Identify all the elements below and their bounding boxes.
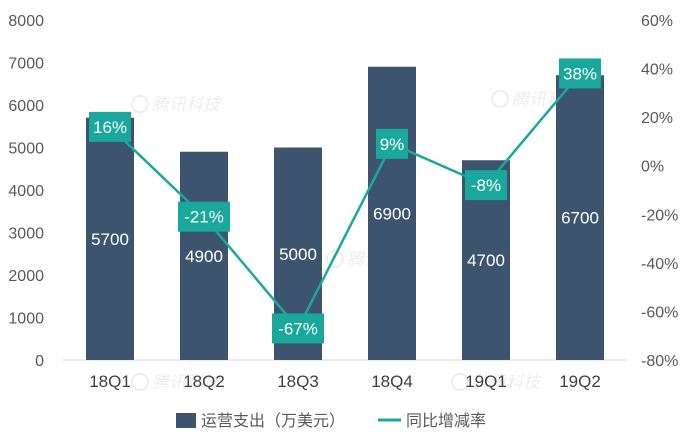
line-point-label: -67% bbox=[272, 313, 324, 344]
line-point-label-box bbox=[272, 313, 324, 344]
line-point-label-text: -67% bbox=[278, 319, 318, 338]
legend-bar-label: 运营支出（万美元） bbox=[201, 412, 345, 430]
line-point-label-text: -21% bbox=[184, 208, 224, 227]
bar-value-label: 5000 bbox=[279, 245, 317, 264]
right-axis-tick-label: 0% bbox=[641, 159, 664, 176]
x-axis-category-label: 18Q4 bbox=[371, 372, 413, 391]
legend-line-label: 同比增减率 bbox=[406, 412, 486, 430]
watermark: 腾讯科技 bbox=[131, 373, 222, 392]
left-axis-tick-label: 1000 bbox=[8, 311, 44, 328]
left-axis-tick-label: 2000 bbox=[8, 268, 44, 285]
x-axis-category-label: 18Q2 bbox=[183, 372, 225, 391]
right-axis-tick-label: -20% bbox=[641, 207, 678, 224]
left-axis: 0 1000 2000 3000 4000 5000 6000 7000 8000 bbox=[8, 13, 44, 370]
right-axis-tick-label: 20% bbox=[641, 110, 673, 127]
line-point-label: -21% bbox=[178, 201, 230, 232]
right-axis-tick-label: 60% bbox=[641, 13, 673, 30]
right-axis: -80% -60% -40% -20% 0% 20% 40% 60% bbox=[641, 13, 678, 370]
bar-value-label: 6900 bbox=[373, 204, 411, 223]
x-axis-category-label: 18Q3 bbox=[277, 372, 319, 391]
left-axis-tick-label: 8000 bbox=[8, 13, 44, 30]
right-axis-tick-label: -40% bbox=[641, 256, 678, 273]
watermark: 腾讯科技 bbox=[451, 373, 542, 392]
bar-value-label: 5700 bbox=[91, 230, 129, 249]
bar-value-label: 6700 bbox=[561, 209, 599, 228]
line-point-label-text: 9% bbox=[380, 135, 405, 154]
legend: 运营支出（万美元） 同比增减率 bbox=[176, 412, 486, 430]
bar bbox=[368, 66, 416, 360]
left-axis-tick-label: 0 bbox=[35, 353, 44, 370]
right-axis-tick-label: -60% bbox=[641, 304, 678, 321]
bar bbox=[180, 151, 228, 360]
line-point-label: 9% bbox=[376, 128, 408, 159]
left-axis-tick-label: 7000 bbox=[8, 56, 44, 73]
line-point-label-box bbox=[559, 58, 601, 89]
bar-labels: 5700 4900 5000 6900 4700 6700 bbox=[91, 204, 599, 270]
watermark: 腾讯科技 bbox=[131, 95, 222, 114]
x-axis-category-label: 19Q1 bbox=[465, 372, 507, 391]
x-axis-category-label: 19Q2 bbox=[559, 372, 601, 391]
line-point-label: -8% bbox=[465, 170, 507, 201]
watermark-text: 腾讯科技 bbox=[152, 373, 222, 392]
watermark-text: 腾讯科技 bbox=[472, 373, 542, 392]
bar-value-label: 4700 bbox=[467, 251, 505, 270]
left-axis-tick-label: 6000 bbox=[8, 98, 44, 115]
line-point-label: 16% bbox=[89, 111, 131, 142]
left-axis-tick-label: 3000 bbox=[8, 226, 44, 243]
line-point-label-text: 38% bbox=[563, 64, 597, 83]
line-point-label: 38% bbox=[559, 58, 601, 89]
line-point-label-text: 16% bbox=[93, 118, 127, 137]
left-axis-tick-label: 4000 bbox=[8, 183, 44, 200]
bar-value-label: 4900 bbox=[185, 247, 223, 266]
line-point-label-box bbox=[178, 201, 230, 232]
bar bbox=[556, 75, 604, 360]
watermark-text: 腾讯科技 bbox=[152, 95, 222, 114]
right-axis-tick-label: -80% bbox=[641, 353, 678, 370]
line-labels: 16% -21% -67% 9% -8% 38% bbox=[89, 58, 601, 344]
x-axis-category-label: 18Q1 bbox=[89, 372, 131, 391]
line-point-label-text: -8% bbox=[471, 176, 501, 195]
legend-bar-swatch bbox=[176, 413, 196, 428]
bar bbox=[86, 117, 134, 360]
line-point-label-box bbox=[465, 170, 507, 201]
line-point-label-box bbox=[89, 111, 131, 142]
left-axis-tick-label: 5000 bbox=[8, 141, 44, 158]
line-point-label-box bbox=[376, 128, 408, 159]
x-axis-labels: 18Q1 18Q2 18Q3 18Q4 19Q1 19Q2 bbox=[89, 372, 601, 391]
right-axis-tick-label: 40% bbox=[641, 62, 673, 79]
